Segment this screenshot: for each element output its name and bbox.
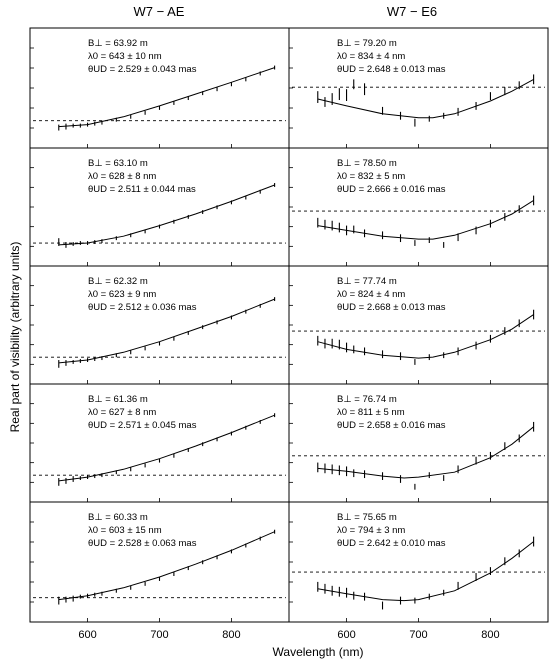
panel-annotation: B⊥ = 63.10 m — [88, 158, 148, 169]
model-curve — [317, 314, 534, 359]
panel-annotation: λ0 = 628 ± 8 nm — [88, 171, 156, 182]
panel-annotation: θUD = 2.529 ± 0.043 mas — [88, 64, 197, 75]
panel-annotation: B⊥ = 75.65 m — [337, 512, 397, 523]
panel-annotation: B⊥ = 62.32 m — [88, 276, 148, 287]
panel-annotation: θUD = 2.571 ± 0.045 mas — [88, 420, 197, 431]
panel-frame-c0-r2 — [29, 265, 290, 385]
panel-annotation: λ0 = 623 ± 9 nm — [88, 289, 156, 300]
model-curve — [317, 78, 534, 119]
panel-annotation: λ0 = 832 ± 5 nm — [337, 171, 405, 182]
panel-frame-c0-r1 — [29, 147, 290, 267]
left-column-title: W7 − AE — [133, 4, 185, 19]
panel-annotation: λ0 = 603 ± 15 nm — [88, 525, 162, 536]
panel-frame-c1-r0 — [288, 27, 549, 149]
panel-annotation: θUD = 2.648 ± 0.013 mas — [337, 64, 446, 75]
panel-annotation: λ0 = 824 ± 4 nm — [337, 289, 405, 300]
panel-annotation: λ0 = 627 ± 8 nm — [88, 407, 156, 418]
model-curve — [317, 426, 534, 479]
x-tick-label: 600 — [337, 629, 355, 641]
panel-annotation: B⊥ = 76.74 m — [337, 394, 397, 405]
x-tick-label: 700 — [150, 629, 168, 641]
panel-annotation: B⊥ = 78.50 m — [337, 158, 397, 169]
panel-annotation: θUD = 2.658 ± 0.016 mas — [337, 420, 446, 431]
panel-frame-c1-r3 — [288, 383, 549, 503]
x-axis-label: Wavelength (nm) — [272, 645, 364, 659]
panel-frame-c1-r4 — [288, 501, 549, 623]
panel-frame-c1-r2 — [288, 265, 549, 385]
panel-frame-c0-r0 — [29, 27, 290, 149]
panel-annotation: B⊥ = 79.20 m — [337, 38, 397, 49]
panel-annotation: λ0 = 643 ± 10 nm — [88, 51, 162, 62]
panel-annotation: θUD = 2.512 ± 0.036 mas — [88, 302, 197, 313]
panel-annotation: B⊥ = 61.36 m — [88, 394, 148, 405]
panel-annotation: θUD = 2.528 ± 0.063 mas — [88, 538, 197, 549]
model-curve — [58, 67, 275, 128]
panel-annotation: λ0 = 834 ± 4 nm — [337, 51, 405, 62]
panel-annotation: θUD = 2.642 ± 0.010 mas — [337, 538, 446, 549]
panel-annotation: B⊥ = 60.33 m — [88, 512, 148, 523]
panel-annotation: θUD = 2.511 ± 0.044 mas — [88, 184, 196, 195]
panel-frame-c0-r3 — [29, 383, 290, 503]
panel-annotation: B⊥ = 63.92 m — [88, 38, 148, 49]
panel-annotation: θUD = 2.668 ± 0.013 mas — [337, 302, 446, 313]
x-tick-label: 800 — [222, 629, 240, 641]
panel-annotation: λ0 = 794 ± 3 nm — [337, 525, 405, 536]
x-tick-label: 800 — [481, 629, 499, 641]
panel-frame-c1-r1 — [288, 147, 549, 267]
right-column-title: W7 − E6 — [386, 4, 438, 19]
panel-annotation: λ0 = 811 ± 5 nm — [337, 407, 405, 418]
model-curve — [317, 199, 534, 240]
panel-annotation: B⊥ = 77.74 m — [337, 276, 397, 287]
x-tick-label: 700 — [409, 629, 427, 641]
x-tick-label: 600 — [78, 629, 96, 641]
model-curve — [317, 541, 534, 602]
panel-frame-c0-r4 — [29, 501, 290, 623]
panel-annotation: θUD = 2.666 ± 0.016 mas — [337, 184, 446, 195]
